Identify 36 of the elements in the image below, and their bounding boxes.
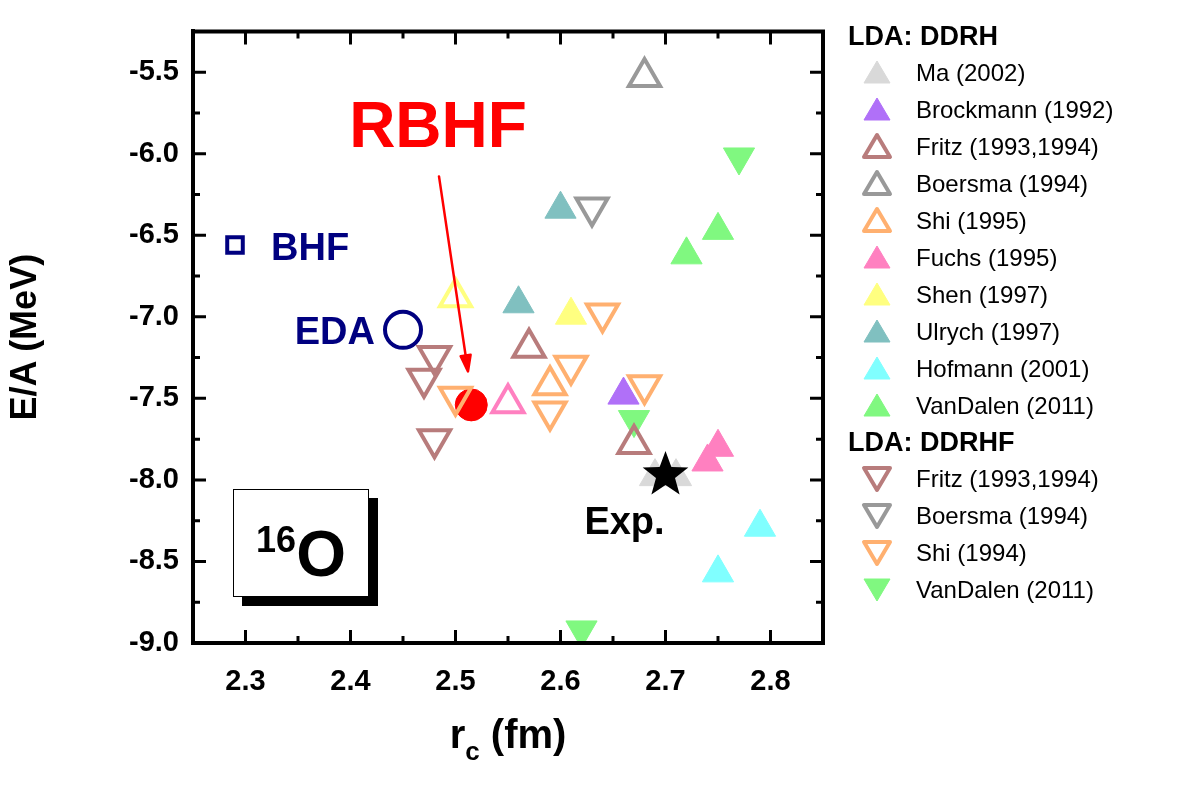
y-tick-label: -7.5 [129,380,179,413]
text: LDA: DDRH [848,21,998,51]
legend-label: Ma (2002) [916,58,1026,88]
x-tick-label: 2.6 [540,664,581,697]
y-tick-label: -6.0 [129,135,179,168]
legend-label: Boersma (1994) [916,169,1089,199]
annotation: RBHF [349,89,527,162]
y-axis-title: E/A (MeV) [2,253,44,421]
y-tick-label: -9.0 [129,625,179,657]
annotation: EDA [294,310,375,353]
legend-label: Brockmann (1992) [916,95,1114,125]
legend-label: Ulrych (1997) [916,317,1061,347]
x-tick-label: 2.4 [330,664,371,697]
y-tick-label: -8.0 [129,461,179,494]
legend-label: Shi (1995) [916,206,1027,236]
legend-label: Hofmann (2001) [916,354,1090,384]
y-tick-label: -5.5 [129,54,179,87]
annotation: Exp. [584,500,665,543]
legend-label: Fuchs (1995) [916,243,1058,273]
x-tick-label: 2.5 [435,664,476,697]
legend-label: Shen (1997) [916,280,1049,310]
legend-label: VanDalen (2011) [916,575,1094,605]
x-tick-label: 2.8 [750,664,791,697]
legend-label: Boersma (1994) [916,501,1089,531]
y-tick-label: -8.5 [129,543,179,576]
annotation: BHF [271,225,350,268]
legend-label: Fritz (1993,1994) [916,464,1099,494]
legend-label: Fritz (1993,1994) [916,132,1099,162]
x-tick-label: 2.7 [645,664,686,697]
y-tick-label: -6.5 [129,217,179,250]
annotation: $^{16}$O [233,489,369,597]
text: LDA: DDRHF [848,427,1015,457]
legend-label: Shi (1994) [916,538,1027,568]
legend-label: VanDalen (2011) [916,391,1094,421]
x-tick-label: 2.3 [225,664,266,697]
y-tick-label: -7.0 [129,298,179,331]
